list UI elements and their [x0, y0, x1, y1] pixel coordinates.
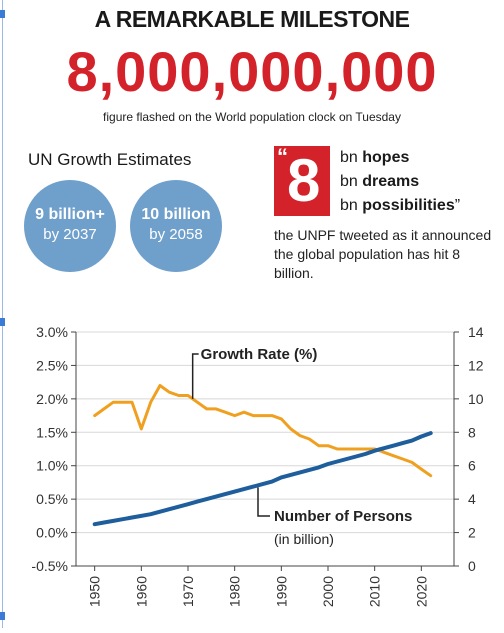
- caption: figure flashed on the World population c…: [103, 110, 401, 124]
- growth-rate-label: Growth Rate (%): [201, 346, 318, 363]
- bubble-year: by 2037: [43, 226, 97, 243]
- unpf-attribution: the UNPF tweeted as it announced the glo…: [274, 227, 492, 281]
- quote-line-dreams: bn dreams: [340, 173, 420, 190]
- x-tick-label: 2020: [413, 576, 429, 607]
- estimates-title: UN Growth Estimates: [28, 150, 192, 169]
- quote-line-hopes: bn hopes: [340, 149, 410, 166]
- bubble-year: by 2058: [149, 226, 203, 243]
- quote-lines: bn hopes bn dreams bn possibilities”: [340, 146, 460, 218]
- persons-leader: [257, 487, 270, 517]
- y-right-tick-label: 8: [468, 424, 476, 440]
- quote-number-box: “ 8: [274, 144, 330, 216]
- x-tick-label: 1950: [87, 576, 103, 607]
- y-left-tick-label: 0.5%: [36, 491, 68, 507]
- number-of-persons-line: [92, 431, 433, 527]
- estimate-bubble-10-billion: 10 billion by 2058: [130, 180, 222, 272]
- y-right-tick-label: 14: [468, 324, 484, 340]
- left-frame-line: [2, 0, 3, 628]
- big-number: 8,000,000,000: [66, 40, 438, 103]
- growth-rate-leader: [191, 353, 199, 399]
- bubble-value: 10 billion: [141, 206, 211, 223]
- population-chart: 3.0% 2.5% 2.0% 1.5% 1.0% 0.5% 0.0% -0.5% 14 12 10 8…: [0, 316, 504, 633]
- x-tick-label: 1990: [273, 576, 289, 607]
- y-right-tick-label: 2: [468, 525, 476, 541]
- y-left-tick-label: 2.5%: [36, 357, 68, 373]
- y-left-tick-label: 3.0%: [36, 324, 68, 340]
- y-left-tick-label: 0.0%: [36, 525, 68, 541]
- y-right-tick-label: 10: [468, 391, 484, 407]
- quote-line-possibilities: bn possibilities”: [340, 197, 461, 214]
- y-right-tick-label: 12: [468, 357, 484, 373]
- x-tick-label: 1960: [133, 576, 149, 607]
- y-left-tick-label: 2.0%: [36, 391, 68, 407]
- persons-sublabel: (in billion): [274, 531, 334, 547]
- x-tick-label: 2000: [320, 576, 336, 607]
- y-right-tick-label: 0: [468, 558, 476, 574]
- y-left-tick-label: -0.5%: [31, 558, 68, 574]
- y-right-tick-label: 4: [468, 491, 476, 507]
- y-right-tick-label: 6: [468, 458, 476, 474]
- bubble-value: 9 billion+: [35, 206, 105, 223]
- y-left-tick-label: 1.0%: [36, 458, 68, 474]
- persons-label: Number of Persons: [274, 508, 412, 525]
- open-quote-mark: “: [277, 144, 288, 169]
- frame-marker-bottom: [0, 612, 5, 620]
- y-left-tick-label: 1.5%: [36, 424, 68, 440]
- estimate-bubble-9-billion: 9 billion+ by 2037: [24, 180, 116, 272]
- x-tick-label: 2010: [367, 576, 383, 607]
- frame-marker-top: [0, 10, 5, 18]
- x-tick-label: 1980: [227, 576, 243, 607]
- quote-number: 8: [287, 147, 321, 214]
- frame-marker-middle: [0, 318, 5, 326]
- x-tick-label: 1970: [180, 576, 196, 607]
- chart-svg: 3.0% 2.5% 2.0% 1.5% 1.0% 0.5% 0.0% -0.5% 14 12 10 8…: [31, 324, 484, 607]
- headline: A REMARKABLE MILESTONE: [94, 6, 410, 32]
